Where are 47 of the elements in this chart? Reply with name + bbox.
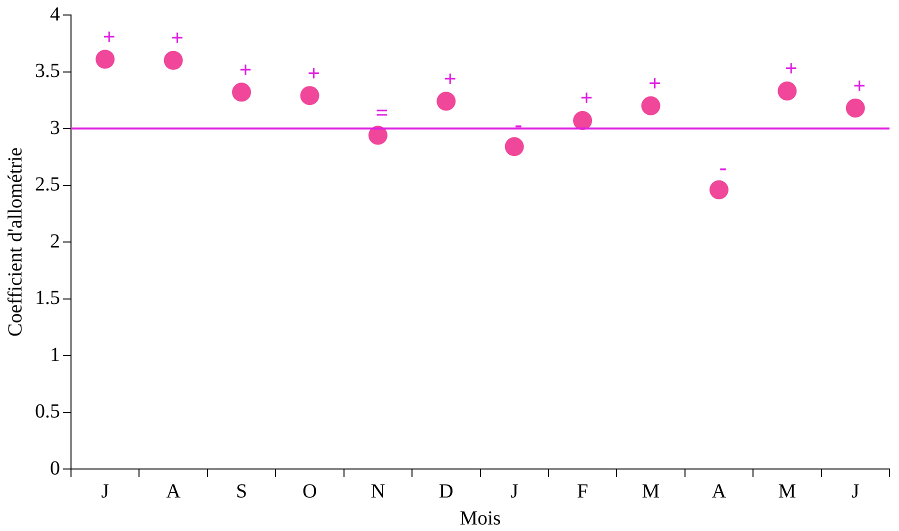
x-axis-title: Mois	[460, 507, 502, 530]
point	[778, 82, 797, 101]
x-tick-label: A	[712, 480, 727, 502]
data-label: +	[580, 85, 593, 110]
x-tick-label: S	[236, 480, 248, 502]
point	[709, 180, 728, 200]
x-tick-label: J	[101, 480, 110, 502]
x-tick-label: M	[778, 480, 796, 502]
data-label: +	[648, 70, 662, 96]
y-tick-label: 3.5	[35, 60, 60, 82]
x-tick-label: D	[438, 480, 454, 502]
point	[846, 98, 865, 118]
data-label: +	[784, 56, 798, 81]
y-tick-label: 1	[50, 344, 60, 366]
x-tick-label: J	[851, 480, 860, 502]
point	[368, 126, 388, 145]
data-label: +	[171, 25, 184, 50]
data-label: +	[307, 60, 320, 86]
data-label: -	[719, 154, 727, 180]
y-tick-label: 4	[50, 3, 60, 26]
y-tick-label: 2	[50, 230, 60, 252]
data-label: +	[444, 66, 456, 91]
point	[573, 111, 592, 130]
point	[641, 96, 660, 116]
y-tick-label: 1.5	[35, 287, 60, 309]
point	[96, 50, 115, 69]
data-label: -	[514, 111, 522, 136]
point	[300, 86, 320, 106]
point	[232, 82, 252, 102]
data-label: =	[376, 100, 388, 125]
y-tick-label: 2.5	[35, 174, 60, 196]
y-tick-label: 3	[50, 116, 60, 139]
x-tick-label: A	[166, 480, 182, 502]
y-tick-label: 0.5	[35, 400, 60, 422]
x-tick-label: M	[642, 480, 660, 502]
x-tick-label: O	[302, 480, 317, 502]
point	[164, 50, 183, 70]
y-tick-label: 0	[50, 457, 60, 480]
data-label: +	[853, 72, 866, 98]
y-axis-title: Coefficient d'allométrie	[4, 147, 26, 337]
data-label: +	[239, 56, 252, 82]
point	[436, 92, 456, 111]
data-label: +	[102, 24, 116, 49]
x-tick-label: F	[577, 480, 588, 502]
point	[504, 137, 524, 156]
x-tick-label: N	[370, 480, 386, 502]
x-tick-label: J	[510, 480, 518, 502]
